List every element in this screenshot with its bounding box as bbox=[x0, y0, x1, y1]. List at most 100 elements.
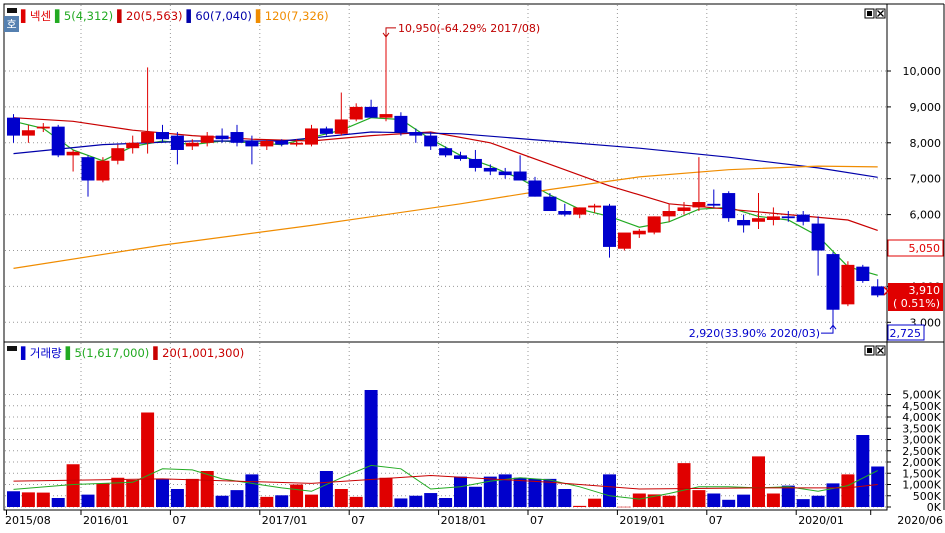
candle bbox=[275, 139, 289, 147]
high-marker-arrow bbox=[382, 32, 390, 38]
volume-bar bbox=[96, 483, 110, 507]
legend-swatch: ▌ bbox=[51, 9, 64, 23]
candle bbox=[379, 36, 393, 122]
volume-bar bbox=[603, 474, 616, 507]
legend-item: 넥센 bbox=[30, 9, 51, 23]
legend-item: 5(4,312) bbox=[64, 9, 113, 23]
candle-body bbox=[379, 114, 393, 118]
maximize-button[interactable] bbox=[864, 8, 875, 19]
candle bbox=[185, 139, 199, 150]
candle bbox=[826, 252, 840, 326]
x-tick-label: 07 bbox=[709, 514, 723, 527]
volume-close-button[interactable] bbox=[875, 345, 886, 356]
candle-body bbox=[722, 193, 736, 219]
volume-bar bbox=[36, 492, 50, 507]
price-legend: ▌넥센 ▌5(4,312) ▌20(5,563) ▌60(7,040) ▌120… bbox=[20, 9, 329, 23]
candle bbox=[617, 232, 631, 251]
candle-body bbox=[424, 135, 438, 147]
candle bbox=[647, 216, 661, 235]
candle-body bbox=[632, 230, 646, 235]
candle bbox=[96, 157, 110, 183]
x-tick-label: 2020/06 bbox=[897, 514, 943, 527]
candle bbox=[588, 203, 602, 213]
candle bbox=[439, 146, 453, 158]
candle bbox=[468, 149, 482, 172]
candle-body bbox=[230, 132, 244, 143]
candle bbox=[424, 132, 438, 150]
price-flag-lower: 2,725 bbox=[887, 324, 925, 341]
candle bbox=[394, 112, 408, 136]
candle-body bbox=[662, 211, 676, 217]
corner-badge[interactable]: 호 bbox=[4, 16, 19, 32]
candle bbox=[111, 144, 125, 165]
candle-body bbox=[349, 106, 363, 120]
candle bbox=[558, 203, 572, 217]
candle bbox=[841, 261, 855, 307]
volume-bar bbox=[319, 471, 333, 507]
candle-body bbox=[7, 117, 20, 136]
candle bbox=[483, 164, 497, 176]
candle-body bbox=[766, 216, 780, 220]
candle bbox=[737, 214, 751, 233]
volume-bar bbox=[722, 499, 736, 507]
candle bbox=[66, 149, 80, 172]
menu-icon[interactable] bbox=[7, 8, 17, 13]
price-flag-upper: 5,050 bbox=[887, 239, 944, 257]
low-marker-arrow bbox=[829, 324, 837, 330]
volume-bar bbox=[409, 495, 423, 507]
candle-body bbox=[36, 126, 50, 129]
candle-body bbox=[170, 135, 184, 150]
price-flag-lower-text: 2,725 bbox=[890, 327, 922, 340]
candle bbox=[766, 207, 780, 226]
candle bbox=[677, 202, 691, 215]
volume-maximize-button[interactable] bbox=[864, 345, 875, 356]
candle bbox=[81, 155, 95, 197]
x-tick-label: 07 bbox=[172, 514, 186, 527]
volume-bar bbox=[141, 412, 155, 507]
price-panel bbox=[3, 3, 888, 343]
volume-bar bbox=[692, 490, 706, 507]
candle bbox=[409, 128, 423, 143]
candle-body bbox=[588, 205, 602, 208]
legend-item: 20(1,001,300) bbox=[162, 346, 244, 360]
candle bbox=[156, 124, 169, 143]
candle-body bbox=[305, 128, 318, 145]
candle-body bbox=[364, 106, 378, 118]
legend-swatch: ▌ bbox=[149, 346, 162, 360]
volume-bar bbox=[200, 471, 214, 507]
price-tick-label: 8,000 bbox=[910, 137, 942, 150]
candle-body bbox=[319, 128, 333, 134]
candle bbox=[498, 167, 512, 179]
volume-bar bbox=[707, 493, 721, 507]
candle-body bbox=[692, 202, 706, 208]
volume-bar bbox=[81, 494, 95, 507]
candle-body bbox=[409, 132, 423, 136]
volume-bar bbox=[379, 477, 393, 507]
volume-bar bbox=[617, 506, 631, 508]
volume-bar bbox=[781, 485, 795, 507]
volume-bar bbox=[737, 494, 751, 507]
volume-bar bbox=[364, 390, 378, 507]
price-tick-label: 10,000 bbox=[903, 65, 942, 78]
close-button[interactable] bbox=[875, 8, 886, 19]
legend-item: 5(1,617,000) bbox=[74, 346, 149, 360]
volume-bar bbox=[811, 495, 825, 507]
legend-swatch: ▌ bbox=[183, 9, 196, 23]
candle bbox=[707, 189, 721, 208]
volume-bar bbox=[290, 484, 304, 507]
x-tick-label: 2020/01 bbox=[798, 514, 844, 527]
volume-bar bbox=[647, 494, 661, 507]
candle bbox=[692, 157, 706, 212]
candle bbox=[573, 207, 587, 219]
candle-body bbox=[260, 141, 274, 147]
candle bbox=[319, 126, 333, 136]
volume-bar bbox=[394, 498, 408, 507]
volume-ma-5-line bbox=[13, 464, 878, 500]
volume-tick-label: 3,500K bbox=[902, 422, 941, 435]
volume-tick-label: 2,000K bbox=[902, 456, 941, 469]
volume-bar bbox=[483, 476, 497, 507]
volume-menu-icon[interactable] bbox=[7, 346, 17, 351]
candle-body bbox=[677, 207, 691, 212]
candle-body bbox=[513, 171, 527, 181]
